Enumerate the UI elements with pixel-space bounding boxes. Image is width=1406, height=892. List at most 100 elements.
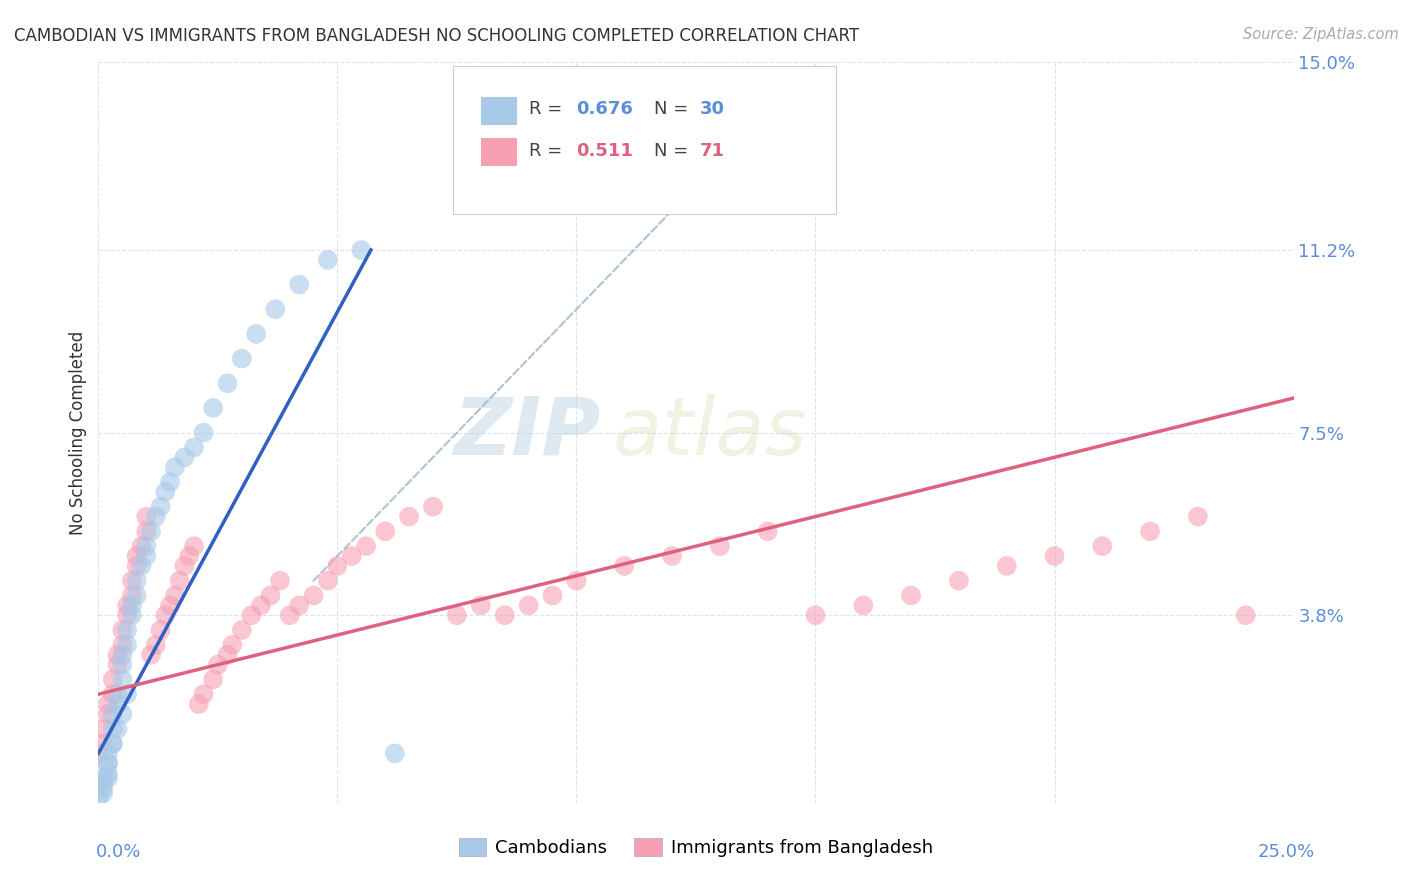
Point (709, 539, 731, 553)
Point (91, 786, 114, 800)
Point (340, 549, 363, 563)
Point (135, 509, 157, 524)
Legend: Cambodians, Immigrants from Bangladesh: Cambodians, Immigrants from Bangladesh (453, 830, 939, 864)
Point (350, 243, 373, 257)
Point (163, 460, 186, 475)
Point (115, 599, 138, 613)
Point (97, 756, 120, 771)
Point (193, 425, 215, 440)
Point (139, 648, 162, 662)
Point (1043, 549, 1066, 563)
Point (121, 599, 143, 613)
Point (135, 524, 157, 539)
Point (183, 539, 205, 553)
Point (135, 539, 157, 553)
Point (101, 722, 124, 736)
Point (278, 608, 301, 623)
Point (422, 500, 444, 514)
Point (804, 608, 827, 623)
Point (202, 401, 225, 415)
Text: atlas: atlas (613, 393, 807, 472)
Point (97, 766, 120, 780)
Point (1187, 509, 1209, 524)
Point (101, 673, 124, 687)
Point (101, 737, 124, 751)
Point (900, 589, 922, 603)
Point (101, 687, 124, 701)
Point (115, 608, 138, 623)
Point (97, 747, 120, 761)
Point (111, 648, 134, 662)
Point (217, 376, 239, 391)
Point (115, 687, 138, 701)
Point (91, 737, 114, 751)
Point (565, 574, 588, 588)
Point (121, 574, 143, 588)
Text: 25.0%: 25.0% (1257, 843, 1315, 861)
Point (207, 657, 229, 672)
Point (173, 558, 195, 573)
Point (87, 790, 110, 805)
Bar (481, 138, 517, 166)
Point (217, 648, 239, 662)
Point (155, 484, 177, 499)
Point (125, 558, 148, 573)
Point (121, 608, 143, 623)
Point (97, 697, 120, 711)
Point (91, 780, 114, 795)
Point (91, 722, 114, 736)
Point (326, 558, 349, 573)
Point (183, 441, 205, 455)
Point (139, 524, 162, 539)
Point (91, 776, 114, 790)
Point (852, 599, 875, 613)
Point (145, 509, 167, 524)
Point (316, 574, 339, 588)
Point (250, 599, 273, 613)
Point (107, 687, 129, 701)
Point (131, 539, 153, 553)
Point (163, 589, 186, 603)
Point (354, 539, 377, 553)
Point (541, 589, 564, 603)
Point (91, 771, 114, 785)
Point (101, 706, 124, 721)
Point (169, 574, 191, 588)
Text: 30: 30 (700, 100, 724, 118)
Point (995, 558, 1018, 573)
Point (231, 623, 253, 637)
Text: R =: R = (529, 143, 568, 161)
Point (517, 599, 540, 613)
Point (111, 673, 134, 687)
Point (193, 687, 215, 701)
Text: 0.0%: 0.0% (96, 843, 141, 861)
Point (264, 302, 287, 317)
Point (374, 524, 396, 539)
Point (202, 673, 225, 687)
Point (316, 252, 339, 267)
Point (159, 599, 181, 613)
Point (269, 574, 291, 588)
Point (125, 589, 148, 603)
Point (125, 574, 148, 588)
Point (245, 326, 267, 341)
Point (149, 500, 172, 514)
Point (221, 638, 243, 652)
Point (125, 549, 148, 563)
Point (111, 623, 134, 637)
Point (470, 599, 492, 613)
Point (111, 706, 134, 721)
Point (661, 549, 683, 563)
Point (155, 608, 177, 623)
Point (187, 697, 209, 711)
Point (613, 558, 636, 573)
Point (135, 549, 157, 563)
Text: 0.511: 0.511 (576, 143, 633, 161)
Point (756, 524, 779, 539)
Point (149, 623, 172, 637)
Point (101, 737, 124, 751)
Point (240, 608, 263, 623)
Point (131, 558, 153, 573)
Point (121, 589, 143, 603)
Text: Source: ZipAtlas.com: Source: ZipAtlas.com (1243, 27, 1399, 42)
